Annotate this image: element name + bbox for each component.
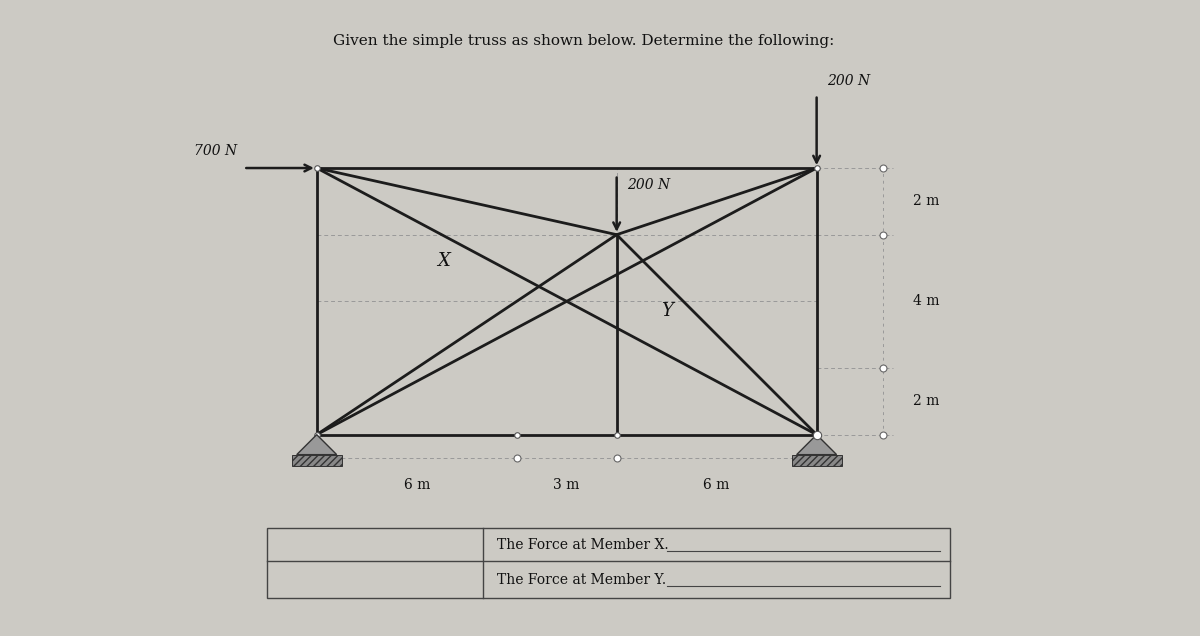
Text: 2 m: 2 m: [913, 394, 940, 408]
Polygon shape: [797, 434, 836, 455]
Text: 3 m: 3 m: [553, 478, 580, 492]
Text: Given the simple truss as shown below. Determine the following:: Given the simple truss as shown below. D…: [332, 34, 834, 48]
Text: 6 m: 6 m: [703, 478, 730, 492]
Text: X: X: [437, 252, 450, 270]
Polygon shape: [292, 455, 342, 466]
Text: The Force at Member Y.: The Force at Member Y.: [497, 572, 666, 586]
Polygon shape: [296, 434, 337, 455]
Text: 700 N: 700 N: [193, 144, 236, 158]
Text: 2 m: 2 m: [913, 195, 940, 209]
Text: 200 N: 200 N: [827, 74, 870, 88]
Polygon shape: [792, 455, 841, 466]
Text: 6 m: 6 m: [403, 478, 430, 492]
Text: Y: Y: [661, 302, 672, 321]
Text: 200 N: 200 N: [626, 177, 670, 191]
Text: The Force at Member X.: The Force at Member X.: [497, 537, 668, 551]
Text: 4 m: 4 m: [913, 294, 940, 308]
